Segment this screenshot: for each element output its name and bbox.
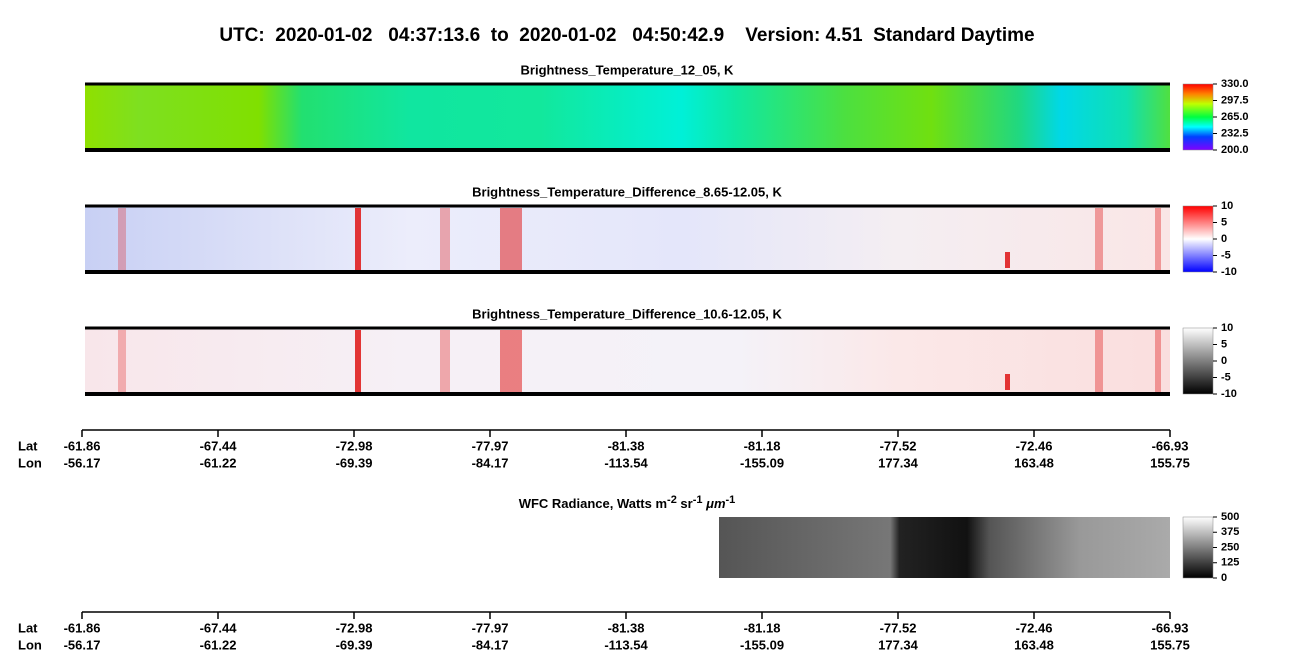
lat-label: -81.38 xyxy=(608,620,645,635)
streak xyxy=(500,330,522,392)
lat-label: -77.52 xyxy=(880,620,917,635)
colorbar-tick-label: 5 xyxy=(1221,216,1227,228)
lat-label: -77.52 xyxy=(880,438,917,453)
lon-label: -61.22 xyxy=(200,455,237,470)
lon-label: -56.17 xyxy=(64,455,101,470)
streak xyxy=(500,208,522,270)
streak xyxy=(1095,208,1103,270)
panel-title: WFC Radiance, Watts m-2 sr-1 μm-1 xyxy=(519,494,736,512)
image-strip xyxy=(85,328,1170,394)
lon-label: 177.34 xyxy=(878,637,919,652)
colorbar-tick-label: 125 xyxy=(1221,557,1239,569)
lat-label: -66.93 xyxy=(1152,438,1189,453)
lon-label: 155.75 xyxy=(1150,455,1190,470)
image-strip xyxy=(85,84,1170,150)
colorbar-tick-label: 232.5 xyxy=(1221,127,1249,139)
lon-label: 163.48 xyxy=(1014,455,1054,470)
colorbar-tick-label: 5 xyxy=(1221,338,1227,350)
title-sup: -1 xyxy=(693,494,703,506)
lat-label: -72.98 xyxy=(336,620,373,635)
image-strip xyxy=(85,206,1170,272)
colorbar-tick-label: -5 xyxy=(1221,371,1231,383)
colorbar-tick-label: 0 xyxy=(1221,233,1227,245)
title-part: μm xyxy=(703,496,726,511)
colorbar xyxy=(1182,205,1214,273)
colorbar-tick-label: 330.0 xyxy=(1221,78,1249,90)
streak xyxy=(1155,208,1161,270)
lat-label: -72.98 xyxy=(336,438,373,453)
colorbar-tick-label: 10 xyxy=(1221,200,1233,212)
colorbar-tick-label: 250 xyxy=(1221,541,1239,553)
lon-label: -84.17 xyxy=(472,455,509,470)
colorbar-tick-label: 10 xyxy=(1221,322,1233,334)
axis-row-label: Lat xyxy=(18,438,38,453)
panel-title: Brightness_Temperature_Difference_8.65-1… xyxy=(472,184,782,199)
colorbar-tick-label: 375 xyxy=(1221,526,1239,538)
streak xyxy=(355,330,361,392)
colorbar-tick-label: 200.0 xyxy=(1221,144,1249,156)
colorbar xyxy=(1182,327,1214,395)
lat-label: -72.46 xyxy=(1016,438,1053,453)
streak xyxy=(440,330,450,392)
lon-label: -61.22 xyxy=(200,637,237,652)
image-strip xyxy=(719,517,1170,578)
panel-title: Brightness_Temperature_Difference_10.6-1… xyxy=(472,306,782,321)
lat-label: -67.44 xyxy=(200,620,238,635)
lon-label: -56.17 xyxy=(64,637,101,652)
lon-label: 163.48 xyxy=(1014,637,1054,652)
lon-label: -69.39 xyxy=(336,455,373,470)
colorbar xyxy=(1182,516,1214,579)
streak xyxy=(440,208,450,270)
lat-label: -61.86 xyxy=(64,620,101,635)
colorbar-tick-label: 297.5 xyxy=(1221,94,1249,106)
lat-label: -66.93 xyxy=(1152,620,1189,635)
colorbar-tick-label: 265.0 xyxy=(1221,111,1249,123)
lon-label: -113.54 xyxy=(604,637,648,652)
page-title: UTC: 2020-01-02 04:37:13.6 to 2020-01-02… xyxy=(219,25,1034,46)
lon-label: -155.09 xyxy=(740,637,784,652)
title-part: WFC Radiance, Watts m xyxy=(519,496,667,511)
streak xyxy=(118,330,126,392)
streak xyxy=(355,208,361,270)
lat-label: -81.18 xyxy=(744,620,781,635)
colorbar xyxy=(1182,83,1214,151)
colorbar-tick-label: 500 xyxy=(1221,511,1239,523)
axis-row-label: Lon xyxy=(18,637,42,652)
colorbar-tick-label: 0 xyxy=(1221,355,1227,367)
lon-label: 177.34 xyxy=(878,455,919,470)
lon-label: 155.75 xyxy=(1150,637,1190,652)
lat-label: -72.46 xyxy=(1016,620,1053,635)
title-sup: -1 xyxy=(726,494,736,506)
panel-title: Brightness_Temperature_12_05, K xyxy=(521,62,735,77)
lon-label: -84.17 xyxy=(472,637,509,652)
streak xyxy=(1095,330,1103,392)
colorbar-tick-label: -10 xyxy=(1221,266,1237,278)
lon-label: -69.39 xyxy=(336,637,373,652)
lat-label: -61.86 xyxy=(64,438,101,453)
streak xyxy=(1155,330,1161,392)
streak xyxy=(118,208,126,270)
lon-label: -155.09 xyxy=(740,455,784,470)
lon-label: -113.54 xyxy=(604,455,648,470)
streak xyxy=(1005,374,1010,390)
lat-label: -81.18 xyxy=(744,438,781,453)
colorbar-tick-label: 0 xyxy=(1221,572,1227,584)
lat-label: -77.97 xyxy=(472,438,509,453)
streak xyxy=(1005,252,1010,268)
colorbar-tick-label: -10 xyxy=(1221,388,1237,400)
lat-label: -81.38 xyxy=(608,438,645,453)
colorbar-tick-label: -5 xyxy=(1221,249,1231,261)
title-part: sr xyxy=(677,496,693,511)
lat-label: -67.44 xyxy=(200,438,238,453)
axis-row-label: Lon xyxy=(18,455,42,470)
lat-label: -77.97 xyxy=(472,620,509,635)
title-sup: -2 xyxy=(667,494,677,506)
axis-row-label: Lat xyxy=(18,620,38,635)
